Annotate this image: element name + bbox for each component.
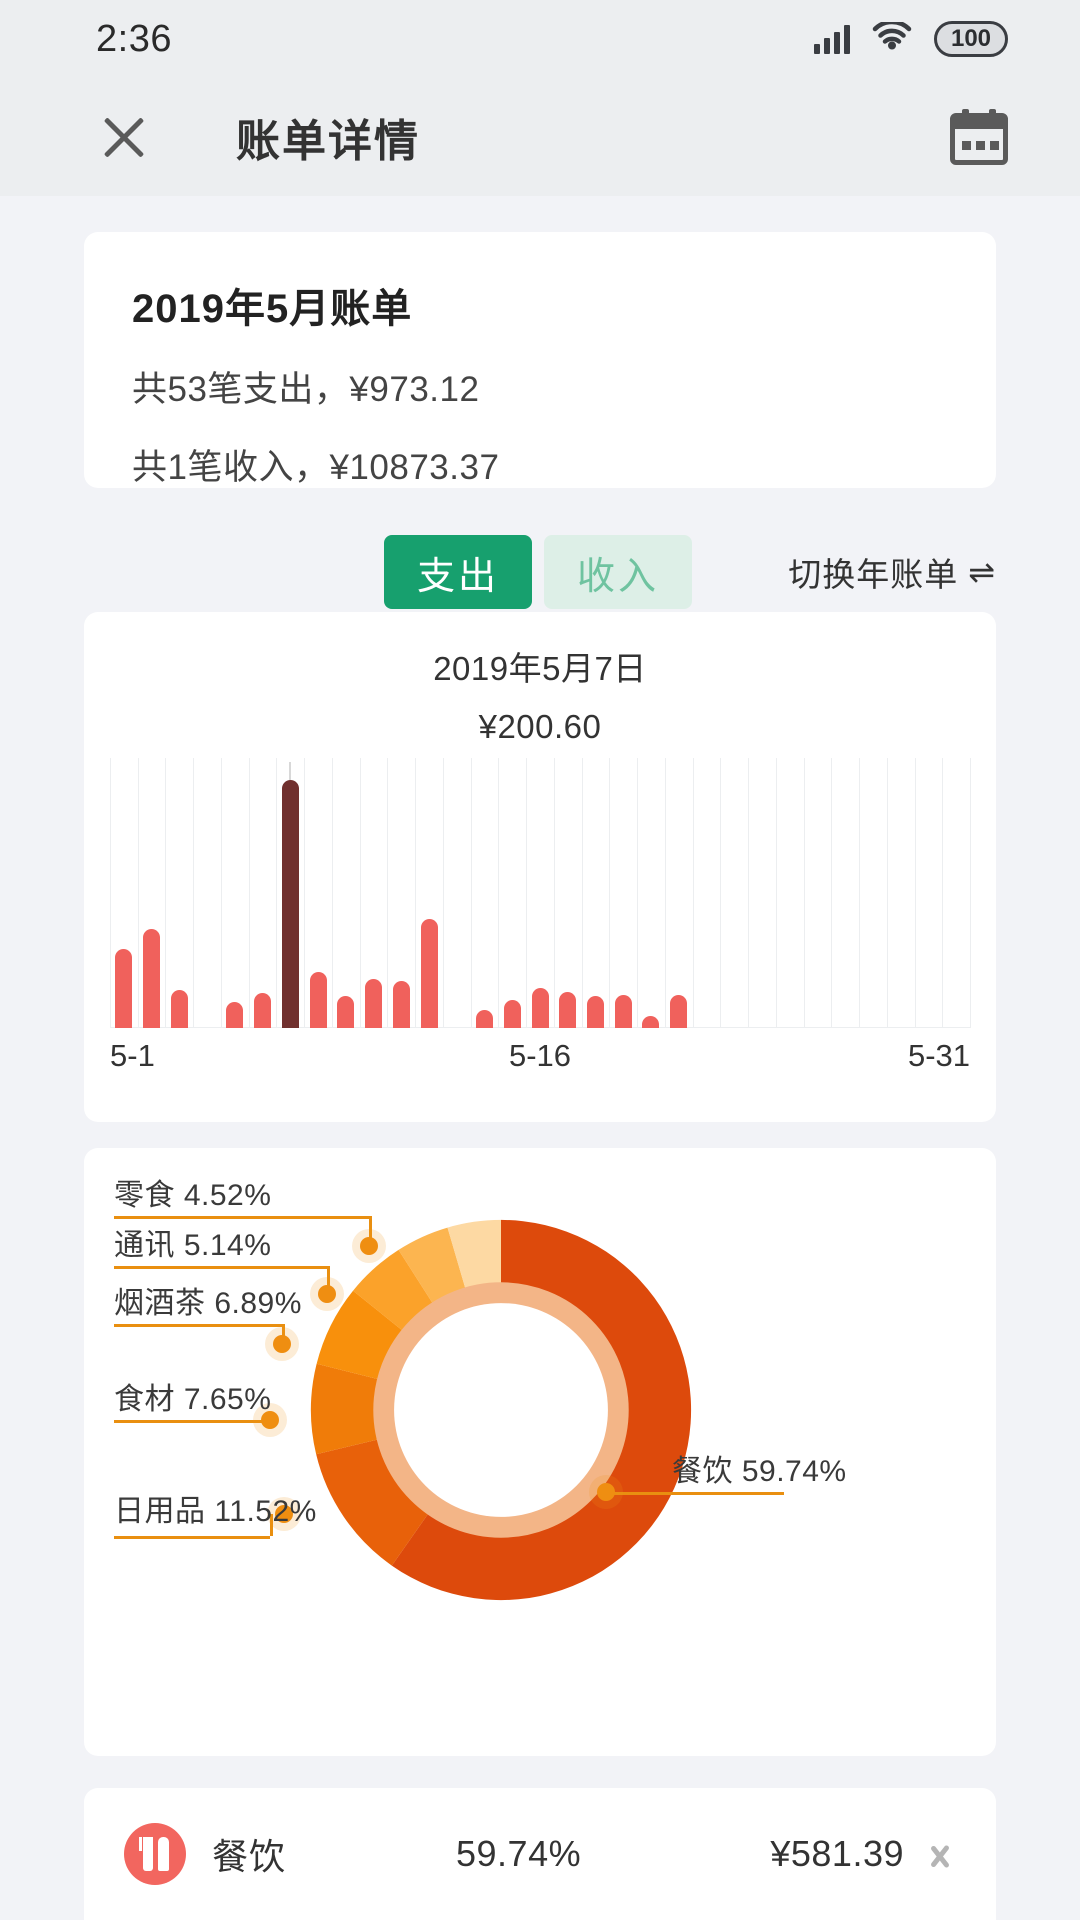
- bar-series: [110, 758, 970, 1028]
- donut-label: 通讯 5.14%: [114, 1229, 272, 1262]
- leader-line: [114, 1420, 270, 1423]
- leader-line: [614, 1492, 784, 1495]
- tab-expense[interactable]: 支出: [384, 535, 532, 609]
- leader-dot: [261, 1411, 279, 1429]
- category-name: 餐饮: [212, 1836, 287, 1877]
- tooltip-amount: ¥200.60: [478, 708, 602, 745]
- donut-label: 零食 4.52%: [114, 1179, 272, 1212]
- bar[interactable]: [337, 995, 355, 1028]
- x-tick-end: 5-31: [907, 1038, 970, 1073]
- category-list-card: 餐饮 59.74% ¥581.39: [84, 1788, 996, 1920]
- bar[interactable]: [281, 780, 299, 1028]
- donut-inner-ring: [373, 1282, 629, 1538]
- leader-dot: [360, 1237, 378, 1255]
- leader-line: [114, 1536, 270, 1539]
- bar-plot[interactable]: [110, 758, 971, 1028]
- tooltip-date: 2019年5月7日: [433, 650, 647, 687]
- toggle-row: 支出 收入 切换年账单 ⇌: [84, 532, 996, 612]
- bar[interactable]: [115, 948, 133, 1028]
- bar[interactable]: [254, 993, 272, 1028]
- donut-wrap: 零食 4.52% 通讯 5.14% 烟酒茶 6.89% 食材 7.65% 日用品 11.…: [84, 1148, 996, 1756]
- switch-year-bill-button[interactable]: 切换年账单 ⇌: [788, 548, 996, 596]
- bar[interactable]: [476, 1009, 494, 1028]
- bar[interactable]: [614, 994, 632, 1028]
- close-icon[interactable]: [96, 109, 152, 165]
- leader-line: [114, 1216, 369, 1219]
- restaurant-icon: [124, 1823, 186, 1885]
- leader-line: [114, 1324, 282, 1327]
- donut-leader-lines: 零食 4.52% 通讯 5.14% 烟酒茶 6.89% 食材 7.65% 日用品 11.…: [84, 1148, 996, 1756]
- leader-line-vertical: [270, 1514, 273, 1536]
- calendar-icon[interactable]: [950, 109, 1008, 165]
- bar[interactable]: [503, 999, 521, 1028]
- signal-icon: [814, 24, 850, 54]
- list-item[interactable]: 餐饮 59.74% ¥581.39: [84, 1788, 996, 1920]
- summary-expense-line: 共53笔支出，¥973.12: [132, 370, 480, 409]
- leader-line-vertical: [327, 1266, 330, 1294]
- bar-tooltip: 2019年5月7日 ¥200.60: [84, 642, 996, 746]
- bar[interactable]: [365, 978, 383, 1028]
- donut-hole: [394, 1303, 608, 1517]
- battery-icon: 100: [934, 21, 1008, 57]
- summary-card: 2019年5月账单 共53笔支出，¥973.12 共1笔收入，¥10873.37: [84, 232, 996, 488]
- bar[interactable]: [420, 919, 438, 1028]
- title-bar: 账单详情: [0, 78, 1080, 196]
- wifi-icon: [872, 19, 912, 57]
- bar[interactable]: [559, 992, 577, 1028]
- bar[interactable]: [309, 972, 327, 1028]
- x-tick-start: 5-1: [110, 1038, 155, 1073]
- leader-line-vertical: [369, 1216, 372, 1246]
- donut-label: 日用品 11.52%: [114, 1495, 317, 1528]
- bar[interactable]: [586, 995, 604, 1028]
- bar[interactable]: [670, 994, 688, 1028]
- donut-label: 餐饮 59.74%: [672, 1455, 847, 1488]
- donut-label: 食材 7.65%: [114, 1383, 272, 1416]
- bar[interactable]: [642, 1015, 660, 1028]
- x-axis-labels: 5-1 5-16 5-31: [110, 1038, 970, 1084]
- donut-label: 烟酒茶 6.89%: [114, 1287, 302, 1320]
- category-percent: 59.74%: [456, 1833, 582, 1874]
- leader-line-vertical: [282, 1324, 285, 1344]
- switch-year-bill-label: 切换年账单: [788, 556, 959, 593]
- bar[interactable]: [226, 1002, 244, 1028]
- bar[interactable]: [392, 981, 410, 1028]
- summary-income-line: 共1笔收入，¥10873.37: [132, 448, 500, 487]
- donut-chart-card: 零食 4.52% 通讯 5.14% 烟酒茶 6.89% 食材 7.65% 日用品 11.…: [84, 1148, 996, 1756]
- summary-title: 2019年5月账单: [132, 287, 413, 331]
- leader-dot: [597, 1483, 615, 1501]
- tab-income[interactable]: 收入: [544, 535, 692, 609]
- chart-gridlines: [110, 758, 971, 1028]
- page-title: 账单详情: [236, 117, 420, 166]
- bar[interactable]: [170, 989, 188, 1028]
- leader-dot: [318, 1285, 336, 1303]
- swap-icon: ⇌: [968, 554, 996, 590]
- status-icons: 100: [814, 19, 1008, 57]
- bar[interactable]: [531, 988, 549, 1028]
- status-bar: 2:36 100: [0, 0, 1080, 78]
- battery-level: 100: [950, 25, 992, 52]
- tooltip-stem: [289, 762, 292, 780]
- category-amount: ¥581.39: [770, 1833, 904, 1874]
- donut-slice[interactable]: [391, 1219, 692, 1601]
- x-tick-mid: 5-16: [508, 1038, 572, 1073]
- chevron-right-icon[interactable]: [930, 1835, 952, 1873]
- bar-chart-card: 2019年5月7日 ¥200.60 5-1 5-16 5-31: [84, 612, 996, 1122]
- donut-chart[interactable]: [303, 1212, 699, 1608]
- status-time: 2:36: [96, 17, 172, 60]
- leader-line: [114, 1266, 327, 1269]
- leader-dot: [273, 1335, 291, 1353]
- bar[interactable]: [143, 929, 161, 1028]
- leader-dot: [275, 1505, 293, 1523]
